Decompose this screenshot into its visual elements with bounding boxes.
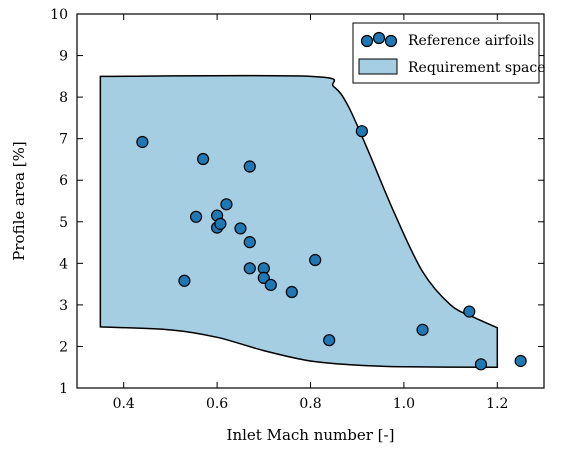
- x-tick-label: 1.2: [486, 396, 508, 412]
- scatter-point: [285, 285, 298, 299]
- scatter-point: [214, 217, 227, 230]
- requirement-space-area: [99, 74, 499, 368]
- y-tick-label: 2: [59, 339, 68, 355]
- legend-point: [360, 34, 374, 48]
- x-tick-label: 0.6: [206, 396, 228, 412]
- scatter-point: [178, 274, 191, 287]
- scatter-point: [264, 278, 277, 292]
- y-tick-label: 6: [59, 173, 68, 189]
- scatter-point: [355, 125, 368, 138]
- legend-label-requirement-space: Requirement space: [408, 60, 546, 76]
- legend: Reference airfoils Requirement space: [352, 22, 546, 84]
- y-tick-label: 10: [50, 7, 68, 23]
- scatter-point: [416, 323, 429, 336]
- y-axis-label: Profile area [%]: [10, 141, 28, 260]
- y-tick-label: 7: [59, 132, 68, 148]
- scatter-point: [243, 160, 256, 173]
- legend-point: [384, 34, 398, 48]
- x-tick-label: 0.8: [299, 396, 321, 412]
- x-tick-label: 1.0: [393, 396, 415, 412]
- scatter-point: [189, 210, 203, 223]
- scatter-point: [234, 222, 247, 235]
- y-tick-label: 5: [59, 215, 68, 231]
- scatter-point: [136, 135, 149, 149]
- y-tick-label: 3: [59, 298, 68, 314]
- scatter-point: [243, 236, 256, 249]
- plot-frame: [76, 13, 545, 389]
- y-tick-label: 1: [59, 381, 68, 397]
- scatter-point: [220, 198, 233, 211]
- y-tick-label: 4: [59, 256, 68, 272]
- y-tick-label: 9: [59, 49, 68, 65]
- legend-label-reference-airfoils: Reference airfoils: [408, 33, 534, 49]
- scatter-point: [243, 262, 256, 275]
- x-tick-label: 0.4: [113, 396, 135, 412]
- scatter-point: [474, 358, 488, 371]
- axis-ticks: 0.4 0.6 0.8 1.0 1.2 1 2 3 4 5 6 7 8 9 10: [50, 7, 544, 412]
- plot-area: [99, 74, 527, 371]
- x-axis-label: Inlet Mach number [-]: [227, 426, 395, 444]
- legend-marker-reference-airfoils: [360, 31, 398, 48]
- scatter-point: [514, 354, 527, 368]
- scatter-point: [323, 334, 336, 347]
- legend-marker-requirement-space: [358, 58, 398, 75]
- scatter-point: [463, 305, 476, 318]
- y-tick-label: 8: [59, 90, 68, 106]
- legend-point: [372, 31, 386, 45]
- scatter-point: [196, 152, 210, 166]
- scatter-point: [309, 253, 322, 267]
